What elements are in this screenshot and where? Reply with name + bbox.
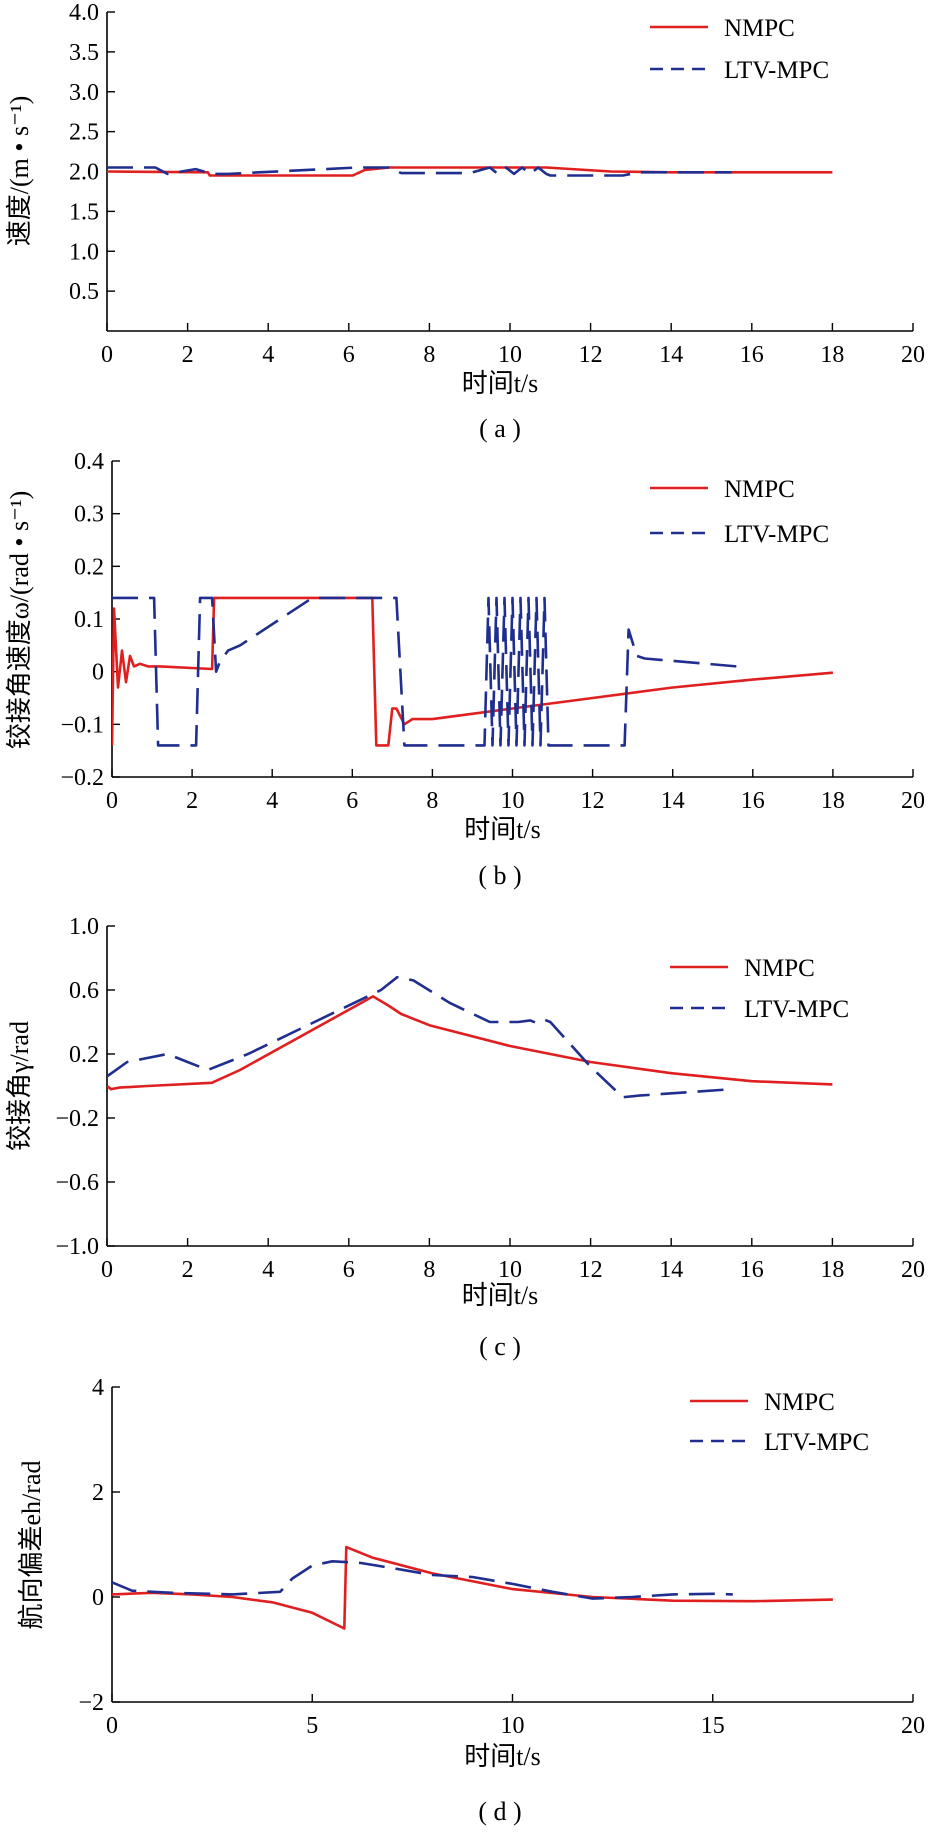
- chart-panel-c: 0 2 4 6 8 10 12 14 16 18 20 −1.0 −0.6 −0.2 0.2 0.6 1.0 NM…: [5, 914, 925, 1361]
- series-line-ltv-mpc: [112, 1560, 733, 1600]
- y-tick-label: 3.5: [69, 40, 99, 66]
- series-line-ltv-mpc: [112, 596, 737, 747]
- chart-panel-b: 0 2 4 6 8 10 12 14 16 18 20 −0.2 −0.1 0 0.1 0.2 0.3 0.4 NM…: [5, 449, 925, 890]
- y-tick-label: 0: [92, 660, 104, 686]
- y-tick-label: −0.1: [60, 712, 104, 738]
- x-tick-label: 4: [262, 342, 274, 368]
- y-tick-label: 1.5: [69, 199, 99, 225]
- x-tick-label: 14: [659, 342, 683, 368]
- y-tick-label: 2.5: [69, 120, 99, 146]
- y-tick-label: 3.0: [69, 80, 99, 106]
- x-tick-label: 10: [498, 1257, 522, 1283]
- y-tick-label: 0.1: [74, 607, 104, 633]
- chart-panel-a: 0 2 4 6 8 10 12 14 16 18 20 0.5 1.0 1.5 2.0 2.5 3.0 3.5 4.…: [5, 0, 925, 443]
- y-tick-label: 1.0: [69, 914, 99, 940]
- legend-label: LTV-MPC: [724, 521, 829, 548]
- series-line-nmpc: [107, 995, 833, 1091]
- x-tick-label: 8: [426, 788, 438, 814]
- y-tick-label: 0.2: [74, 554, 104, 580]
- y-tick-label: 2.0: [69, 160, 99, 186]
- x-axis-label: 时间t/s: [462, 1281, 539, 1310]
- x-tick-label: 6: [343, 1257, 355, 1283]
- x-tick-label: 18: [820, 1257, 844, 1283]
- series-line-nmpc: [112, 1545, 833, 1630]
- y-tick-label: 0.6: [69, 978, 99, 1004]
- x-tick-label: 0: [106, 1713, 118, 1739]
- series-line-nmpc: [112, 596, 834, 747]
- y-tick-label: 0.2: [69, 1042, 99, 1068]
- legend-label: NMPC: [744, 955, 815, 982]
- legend-label: NMPC: [764, 1389, 835, 1416]
- x-tick-label: 20: [901, 1257, 925, 1283]
- x-tick-label: 2: [182, 1257, 194, 1283]
- y-tick-label: 0.5: [69, 279, 99, 305]
- y-tick-label: 0.4: [74, 449, 104, 475]
- x-tick-label: 18: [820, 342, 844, 368]
- y-tick-label: 1.0: [69, 239, 99, 265]
- x-tick-label: 2: [182, 342, 194, 368]
- x-tick-label: 12: [581, 788, 605, 814]
- x-tick-label: 15: [701, 1713, 725, 1739]
- x-tick-label: 16: [740, 342, 764, 368]
- x-tick-label: 20: [901, 1713, 925, 1739]
- x-tick-label: 2: [186, 788, 198, 814]
- series-line-ltv-mpc: [107, 975, 732, 1099]
- y-tick-label: −2: [78, 1690, 104, 1716]
- y-axis-label: 速度/(m • s⁻¹): [5, 96, 34, 247]
- y-axis-label: 航向偏差eh/rad: [17, 1461, 46, 1630]
- legend-label: LTV-MPC: [764, 1429, 869, 1456]
- y-axis-label: 铰接角速度ω/(rad • s⁻¹): [5, 491, 34, 750]
- y-tick-label: 2: [92, 1480, 104, 1506]
- x-tick-label: 12: [579, 342, 603, 368]
- y-tick-label: −0.2: [55, 1106, 99, 1132]
- x-axis-label: 时间t/s: [464, 1742, 541, 1771]
- x-axis-label: 时间t/s: [464, 815, 541, 844]
- legend-label: LTV-MPC: [724, 57, 829, 84]
- y-tick-label: −1.0: [55, 1234, 99, 1260]
- x-tick-label: 10: [501, 1713, 525, 1739]
- x-tick-label: 12: [579, 1257, 603, 1283]
- x-axis-label: 时间t/s: [462, 369, 539, 398]
- x-tick-label: 18: [821, 788, 845, 814]
- x-tick-label: 5: [306, 1713, 318, 1739]
- x-tick-label: 4: [266, 788, 278, 814]
- x-tick-label: 20: [901, 788, 925, 814]
- x-tick-label: 0: [106, 788, 118, 814]
- y-tick-label: 4.0: [69, 0, 99, 26]
- x-tick-label: 4: [262, 1257, 274, 1283]
- panel-caption: ( b ): [478, 861, 521, 890]
- x-tick-label: 14: [661, 788, 685, 814]
- x-tick-label: 0: [101, 1257, 113, 1283]
- y-tick-label: −0.6: [55, 1170, 99, 1196]
- legend-label: LTV-MPC: [744, 996, 849, 1023]
- legend-label: NMPC: [724, 476, 795, 503]
- y-axis-label: 铰接角γ/rad: [5, 1021, 34, 1151]
- chart-panel-d: 0 5 10 15 20−2024NMPCLTV-MPC时间t/s航向偏差eh/rad(…: [17, 1375, 925, 1826]
- x-tick-label: 8: [423, 1257, 435, 1283]
- y-tick-label: 0: [92, 1585, 104, 1611]
- y-tick-label: 4: [92, 1375, 104, 1401]
- y-tick-label: −0.2: [60, 765, 104, 791]
- panel-caption: ( c ): [479, 1332, 521, 1361]
- x-tick-label: 0: [101, 342, 113, 368]
- panel-caption: ( d ): [478, 1797, 521, 1826]
- x-tick-label: 20: [901, 342, 925, 368]
- legend-label: NMPC: [724, 15, 795, 42]
- x-tick-label: 16: [740, 1257, 764, 1283]
- x-tick-label: 10: [501, 788, 525, 814]
- x-tick-label: 6: [346, 788, 358, 814]
- x-tick-label: 16: [741, 788, 765, 814]
- x-tick-label: 6: [343, 342, 355, 368]
- x-tick-label: 14: [659, 1257, 683, 1283]
- x-tick-label: 10: [498, 342, 522, 368]
- y-tick-label: 0.3: [74, 502, 104, 528]
- series-line-ltv-mpc: [107, 166, 732, 177]
- x-tick-label: 8: [423, 342, 435, 368]
- panel-caption: ( a ): [479, 414, 521, 443]
